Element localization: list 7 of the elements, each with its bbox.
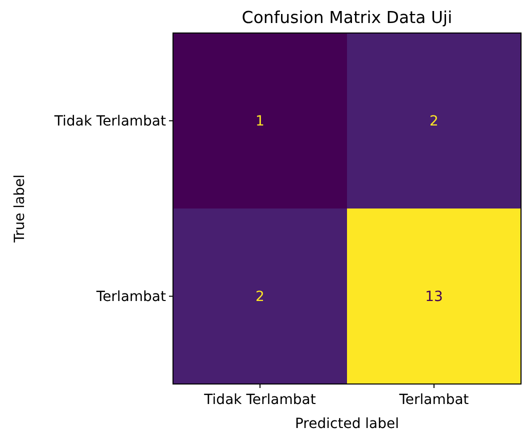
y-axis-title: True label <box>12 174 28 244</box>
data-label: 1 <box>256 114 264 130</box>
data-label: 2 <box>256 289 264 306</box>
chart-title: Confusion Matrix Data Uji <box>242 8 452 27</box>
data-label: 2 <box>430 114 438 130</box>
data-label: 13 <box>425 289 443 306</box>
x-axis-title: Predicted label <box>294 416 400 432</box>
